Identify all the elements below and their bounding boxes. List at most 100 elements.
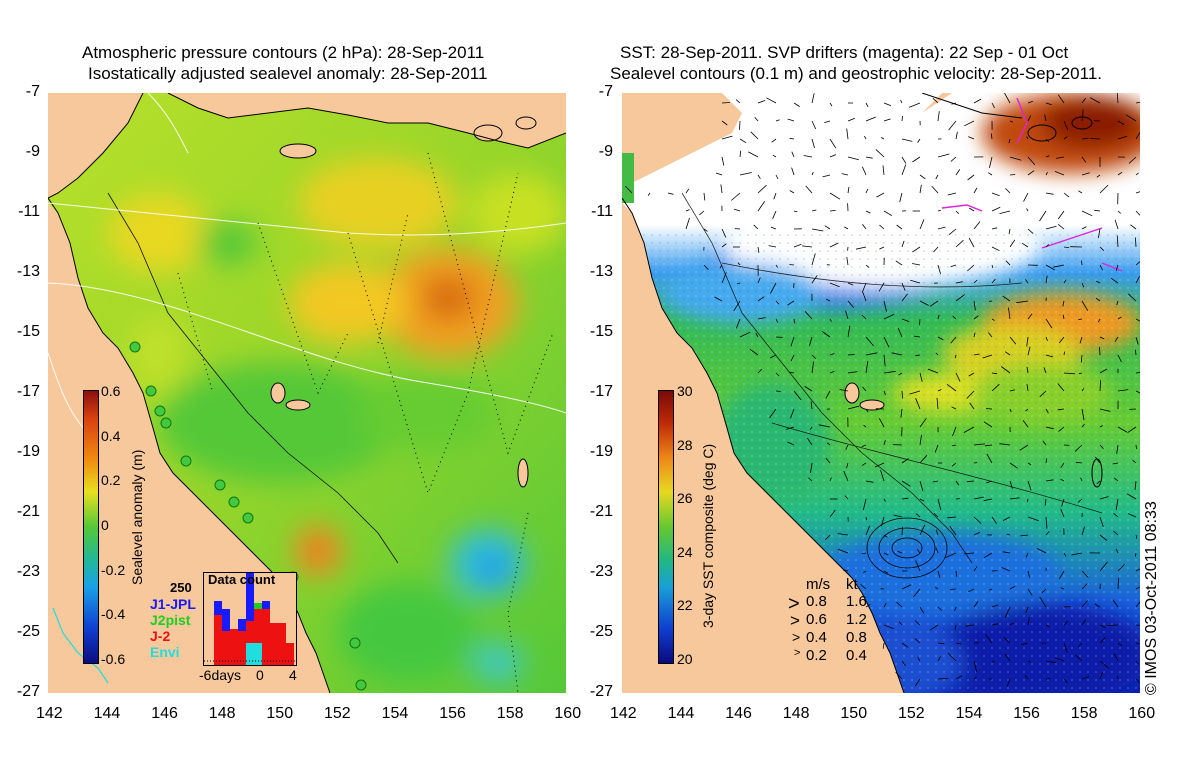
velocity-arrow [1027,115,1032,122]
velocity-arrow [1135,372,1140,374]
velocity-arrow [935,352,939,356]
velocity-arrow [901,660,907,667]
velocity-arrow [787,118,795,122]
sealevel-colorbar-tick: -0.6 [101,651,126,667]
left-x-tick: 156 [439,705,466,722]
velocity-arrow [1135,624,1140,626]
velocity-arrow [951,462,957,467]
velocity-arrow [865,336,874,347]
velocity-arrow [1081,388,1085,392]
velocity-arrow [1006,533,1011,536]
velocity-arrow [787,300,795,306]
velocity-arrow [1126,493,1137,500]
velocity-arrow [811,253,816,266]
velocity-row-arrow-icon: > [788,593,800,615]
sealevel-anomaly-map [48,93,566,693]
velocity-arrow [1135,210,1140,216]
velocity-arrow [1075,654,1083,662]
velocity-arrow [947,192,957,196]
velocity-arrow [1095,280,1101,284]
sst-colorbar-tick: 20 [677,651,693,667]
data-count-histogram [204,573,296,665]
velocity-arrow [1045,244,1050,248]
velocity-arrow [1042,440,1047,446]
velocity-arrow [793,243,802,248]
velocity-arrow [785,426,795,430]
velocity-arrow [861,462,867,466]
velocity-arrow [822,174,831,178]
velocity-arrow [829,371,835,374]
velocity-arrow [973,516,982,524]
velocity-arrow [1135,261,1140,266]
velocity-arrow [844,495,849,500]
velocity-arrow [901,318,910,322]
velocity-arrow [1094,209,1101,212]
velocity-arrow [955,169,961,176]
sealevel-colorbar-tick: -0.2 [101,561,126,578]
right-y-tick: -13 [589,263,613,280]
velocity-arrow [757,184,767,194]
velocity-arrow [899,192,903,203]
velocity-arrow [951,102,957,105]
velocity-arrow [1099,444,1104,449]
left-y-tick: -23 [16,563,40,580]
velocity-arrow [879,224,885,230]
left-x-tick: 142 [36,705,63,722]
velocity-arrow [1060,587,1065,590]
velocity-arrow [1027,100,1033,104]
velocity-arrow [965,624,975,627]
velocity-arrow [883,354,886,367]
velocity-arrow [991,227,998,230]
velocity-arrow [929,300,939,307]
velocity-arrow [775,119,780,122]
left-y-tick: -15 [16,323,40,340]
velocity-arrow [865,361,869,374]
velocity-arrow [882,642,885,649]
velocity-arrow [731,192,741,201]
velocity-arrow [929,624,939,631]
right-y-tick: -27 [589,683,613,700]
velocity-arrow [821,331,831,338]
velocity-arrow [753,224,759,230]
sst-map [622,93,1140,693]
velocity-arrow [1135,586,1140,590]
velocity-arrow [1025,552,1029,558]
velocity-arrow [1027,346,1031,356]
right-x-tick: 152 [898,705,925,722]
velocity-arrow [1020,534,1029,537]
velocity-arrow [1057,210,1065,220]
velocity-arrow [1009,156,1022,161]
velocity-arrow [989,588,993,591]
velocity-arrow [811,138,815,149]
velocity-arrow [901,138,913,142]
velocity-arrow [1005,260,1011,266]
velocity-arrow [915,560,921,572]
velocity-arrow [1089,97,1101,104]
right-x-tick: 146 [725,705,752,722]
velocity-arrow [1062,300,1065,307]
velocity-arrow [991,192,1000,197]
inset-legend-item: Envi [150,644,180,660]
velocity-arrow [1081,570,1089,578]
velocity-row-ms: 0.2 [806,647,827,664]
velocity-arrow [843,470,849,482]
velocity-arrow [947,652,957,662]
velocity-arrow [917,138,921,143]
right-title-line1: SST: 28-Sep-2011. SVP drifters (magenta)… [620,43,1069,62]
velocity-arrow [829,353,835,356]
velocity-arrow [865,116,876,122]
velocity-arrow [1058,426,1065,432]
velocity-arrow [901,497,909,500]
velocity-arrow [908,102,921,108]
velocity-arrow [1045,408,1049,414]
velocity-arrow [937,153,950,158]
velocity-arrow [789,371,795,374]
velocity-arrow [770,226,777,230]
velocity-arrow [1062,314,1065,320]
velocity-arrow [982,354,993,359]
velocity-arrow [1077,498,1083,503]
velocity-arrow [1081,600,1088,608]
velocity-arrow [919,372,923,382]
velocity-arrow [1045,624,1050,628]
velocity-arrow [955,281,963,284]
